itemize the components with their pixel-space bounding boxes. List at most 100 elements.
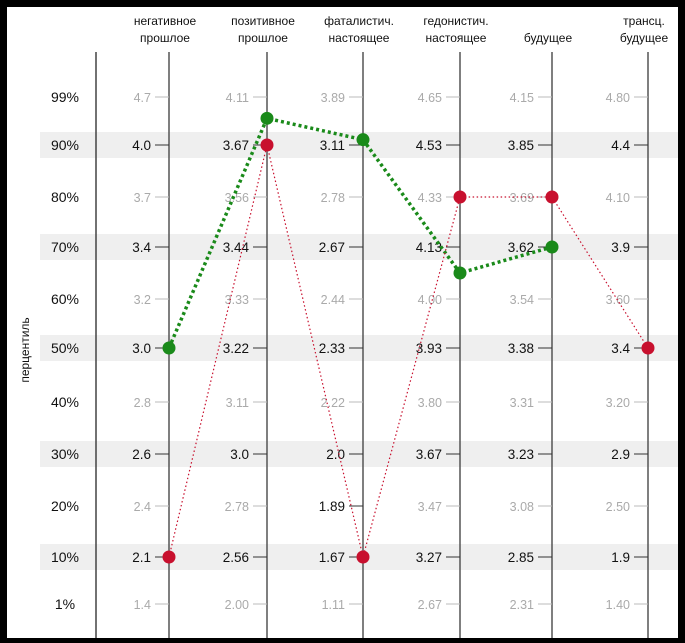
cell-value: 2.33	[319, 341, 345, 356]
series-green-point	[545, 240, 559, 254]
cell-value: 3.20	[606, 396, 630, 410]
cell-value: 3.69	[510, 191, 534, 205]
series-green-point	[260, 111, 274, 125]
cell-value: 3.89	[321, 91, 345, 105]
cell-value: 4.33	[418, 191, 442, 205]
cell-value: 1.9	[611, 550, 630, 565]
cell-value: 3.0	[230, 447, 249, 462]
cell-value: 3.31	[510, 396, 534, 410]
cell-value: 4.4	[611, 138, 630, 153]
cell-value: 3.38	[508, 341, 534, 356]
series-red-point	[260, 138, 274, 152]
series-green-point	[453, 266, 467, 280]
cell-value: 3.33	[225, 293, 249, 307]
column-header-line2: будущее	[524, 31, 573, 45]
cell-value: 3.62	[508, 240, 534, 255]
column-header-line2: настоящее	[426, 31, 487, 45]
series-red-point	[356, 550, 370, 564]
column-header-line2: настоящее	[329, 31, 390, 45]
cell-value: 3.47	[418, 500, 442, 514]
series-red-point	[162, 550, 176, 564]
cell-value: 2.56	[223, 550, 249, 565]
cell-value: 2.0	[326, 447, 345, 462]
cell-value: 4.53	[416, 138, 442, 153]
percentile-label: 80%	[51, 189, 79, 205]
cell-value: 2.50	[606, 500, 630, 514]
percentile-label: 1%	[55, 596, 75, 612]
cell-value: 3.27	[416, 550, 442, 565]
cell-value: 3.23	[508, 447, 534, 462]
cell-value: 2.22	[321, 396, 345, 410]
percentile-label: 20%	[51, 498, 79, 514]
cell-value: 1.89	[319, 499, 345, 514]
percentile-label: 99%	[51, 89, 79, 105]
cell-value: 2.1	[132, 550, 151, 565]
cell-value: 3.67	[416, 447, 442, 462]
cell-value: 4.13	[416, 240, 442, 255]
series-red-point	[453, 190, 467, 204]
percentile-label: 10%	[51, 549, 79, 565]
cell-value: 2.44	[321, 293, 345, 307]
cell-value: 4.7	[134, 91, 151, 105]
cell-value: 3.22	[223, 341, 249, 356]
cell-value: 4.80	[606, 91, 630, 105]
cell-value: 4.65	[418, 91, 442, 105]
series-green-point	[162, 341, 176, 355]
cell-value: 3.54	[510, 293, 534, 307]
cell-value: 4.15	[510, 91, 534, 105]
cell-value: 2.67	[418, 598, 442, 612]
cell-value: 2.78	[321, 191, 345, 205]
column-header-line1: фаталистич.	[324, 14, 394, 28]
cell-value: 3.11	[226, 396, 249, 410]
cell-value: 4.0	[132, 138, 151, 153]
column-header-line2: прошлое	[238, 31, 288, 45]
cell-value: 4.10	[606, 191, 630, 205]
cell-value: 3.08	[510, 500, 534, 514]
series-red-line	[168, 144, 649, 558]
cell-value: 3.85	[508, 138, 534, 153]
cell-value: 4.00	[418, 293, 442, 307]
cell-value: 3.93	[416, 341, 442, 356]
cell-value: 1.40	[606, 598, 630, 612]
column-header-line1: трансц.	[623, 14, 665, 28]
cell-value: 2.4	[134, 500, 151, 514]
cell-value: 3.60	[606, 293, 630, 307]
cell-value: 3.80	[418, 396, 442, 410]
series-green-point	[356, 133, 370, 147]
cell-value: 2.85	[508, 550, 534, 565]
cell-value: 3.2	[134, 293, 151, 307]
column-header-line2: прошлое	[140, 31, 190, 45]
cell-value: 3.4	[611, 341, 630, 356]
column-header-line1: гедонистич.	[423, 14, 488, 28]
cell-value: 2.67	[319, 240, 345, 255]
cell-value: 3.9	[611, 240, 630, 255]
column-header-line1: негативное	[134, 14, 197, 28]
series-red-point	[641, 341, 655, 355]
cell-value: 2.9	[611, 447, 630, 462]
series-red-point	[545, 190, 559, 204]
y-axis-title: перцентиль	[18, 317, 32, 382]
cell-value: 2.6	[132, 447, 151, 462]
cell-value: 1.67	[319, 550, 345, 565]
cell-value: 1.4	[134, 598, 151, 612]
cell-value: 2.78	[225, 500, 249, 514]
percentile-label: 40%	[51, 394, 79, 410]
cell-value: 3.67	[223, 138, 249, 153]
cell-value: 3.4	[132, 240, 151, 255]
cell-value: 3.7	[134, 191, 151, 205]
percentile-label: 50%	[51, 340, 79, 356]
column-header-line2: будущее	[620, 31, 669, 45]
cell-value: 3.0	[132, 341, 151, 356]
cell-value: 1.11	[322, 598, 345, 612]
column-header-line1: позитивное	[231, 14, 295, 28]
chart-frame: негативное прошлое позитивное прошлое фатали…	[7, 7, 678, 638]
cell-value: 3.11	[320, 138, 345, 153]
percentile-label: 70%	[51, 239, 79, 255]
cell-value: 3.44	[223, 240, 250, 255]
cell-value: 2.8	[134, 396, 151, 410]
percentile-label: 30%	[51, 446, 79, 462]
cell-value: 2.00	[225, 598, 249, 612]
chart-svg: негативное прошлое позитивное прошлое фатали…	[18, 14, 678, 638]
percentile-label: 90%	[51, 137, 79, 153]
cell-value: 4.11	[226, 91, 249, 105]
